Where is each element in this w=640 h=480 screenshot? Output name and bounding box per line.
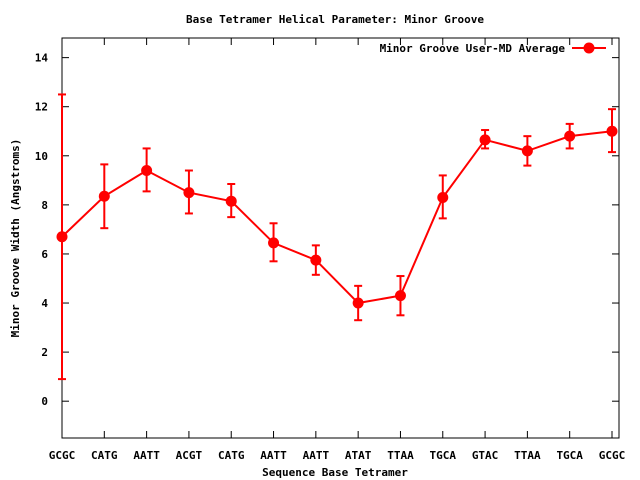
- legend: Minor Groove User-MD Average: [380, 42, 606, 55]
- data-point: [394, 290, 406, 302]
- data-point: [310, 254, 322, 266]
- x-tick-label: AATT: [303, 449, 330, 462]
- y-axis-ticks: 0 2 4 6 8 10 12 14: [35, 52, 619, 408]
- x-axis-ticks: GCGC CATG AATT ACGT CATG AATT AATT ATAT TTAA TGCA…: [49, 38, 626, 462]
- legend-marker: [583, 42, 595, 54]
- x-tick-label: TTAA: [514, 449, 541, 462]
- y-tick-label: 14: [35, 52, 49, 65]
- chart-title: Base Tetramer Helical Parameter: Minor G…: [186, 13, 484, 26]
- y-tick-label: 10: [35, 150, 48, 163]
- x-tick-label: CATG: [218, 449, 245, 462]
- data-point: [98, 190, 110, 202]
- x-tick-label: AATT: [260, 449, 287, 462]
- y-axis-label: Minor Groove Width (Angstroms): [9, 139, 22, 338]
- series-line: [61, 130, 613, 305]
- data-point: [183, 187, 195, 199]
- data-point: [141, 165, 153, 177]
- x-tick-label: GTAC: [472, 449, 499, 462]
- data-point: [479, 134, 491, 146]
- data-point: [564, 130, 576, 142]
- y-tick-label: 12: [35, 101, 48, 114]
- x-tick-label: TGCA: [556, 449, 583, 462]
- data-points: [56, 125, 618, 309]
- y-tick-label: 0: [41, 395, 48, 408]
- data-point: [606, 125, 618, 137]
- x-axis-label: Sequence Base Tetramer: [262, 466, 408, 479]
- y-tick-label: 8: [41, 199, 48, 212]
- y-tick-label: 2: [41, 346, 48, 359]
- y-tick-label: 4: [41, 297, 48, 310]
- x-tick-label: AATT: [133, 449, 160, 462]
- legend-label: Minor Groove User-MD Average: [380, 42, 566, 55]
- x-tick-label: ATAT: [345, 449, 372, 462]
- error-bars: [58, 93, 616, 381]
- data-point: [521, 145, 533, 157]
- data-point: [225, 195, 237, 207]
- y-tick-label: 6: [41, 248, 48, 261]
- data-point: [268, 237, 280, 249]
- x-tick-label: TTAA: [387, 449, 414, 462]
- plot-frame: [61, 37, 620, 439]
- x-tick-label: TGCA: [430, 449, 457, 462]
- x-tick-label: GCGC: [49, 449, 76, 462]
- data-point: [437, 192, 449, 204]
- data-point: [56, 231, 68, 243]
- x-tick-label: CATG: [91, 449, 118, 462]
- x-tick-label: GCGC: [599, 449, 626, 462]
- x-tick-label: ACGT: [176, 449, 203, 462]
- data-point: [352, 297, 364, 309]
